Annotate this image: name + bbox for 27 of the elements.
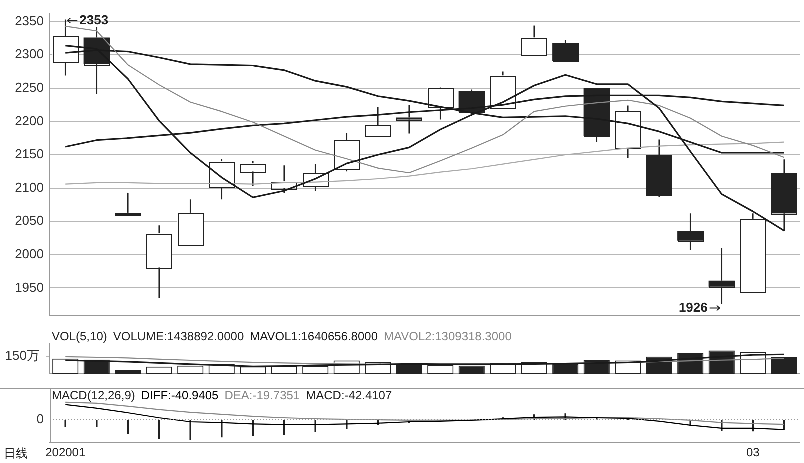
y-tick-label: 2200 bbox=[15, 113, 44, 128]
y-tick-label: 2050 bbox=[15, 213, 44, 228]
chart-title: VOL(5,10) bbox=[52, 329, 108, 344]
series-label: DEA:-19.7351 bbox=[224, 388, 300, 402]
series-label: MACD:-42.4107 bbox=[306, 388, 392, 402]
y-tick-label: 2300 bbox=[15, 46, 44, 62]
series-label: VOLUME:1438892.0000 bbox=[113, 329, 244, 344]
x-tick-label: 03 bbox=[746, 446, 760, 460]
candlestick bbox=[146, 224, 172, 299]
y-tick-label: 2000 bbox=[15, 246, 44, 262]
annotation: 2353 bbox=[80, 12, 109, 28]
candlestick bbox=[178, 198, 204, 246]
x-tick-label: 202001 bbox=[46, 446, 86, 460]
x-axis-title: 日线 bbox=[4, 446, 28, 460]
y-tick-label: 1950 bbox=[15, 280, 44, 295]
y-tick-label: 150万 bbox=[5, 348, 40, 363]
y-tick-label: 2100 bbox=[15, 180, 44, 195]
series-label: MAVOL1:1640656.8000 bbox=[250, 329, 378, 344]
candlestick bbox=[646, 139, 672, 198]
chart-title: MACD(12,26,9) bbox=[52, 388, 136, 402]
y-tick-label: 2250 bbox=[15, 80, 44, 95]
annotation: 1926 bbox=[678, 300, 708, 315]
y-tick-label: 2350 bbox=[15, 13, 44, 28]
y-tick-label: 2150 bbox=[15, 146, 44, 162]
series-label: DIFF:-40.9405 bbox=[141, 388, 220, 402]
series-label: MAVOL2:1309318.3000 bbox=[384, 329, 512, 344]
ref-line-label: 0 bbox=[36, 412, 44, 427]
